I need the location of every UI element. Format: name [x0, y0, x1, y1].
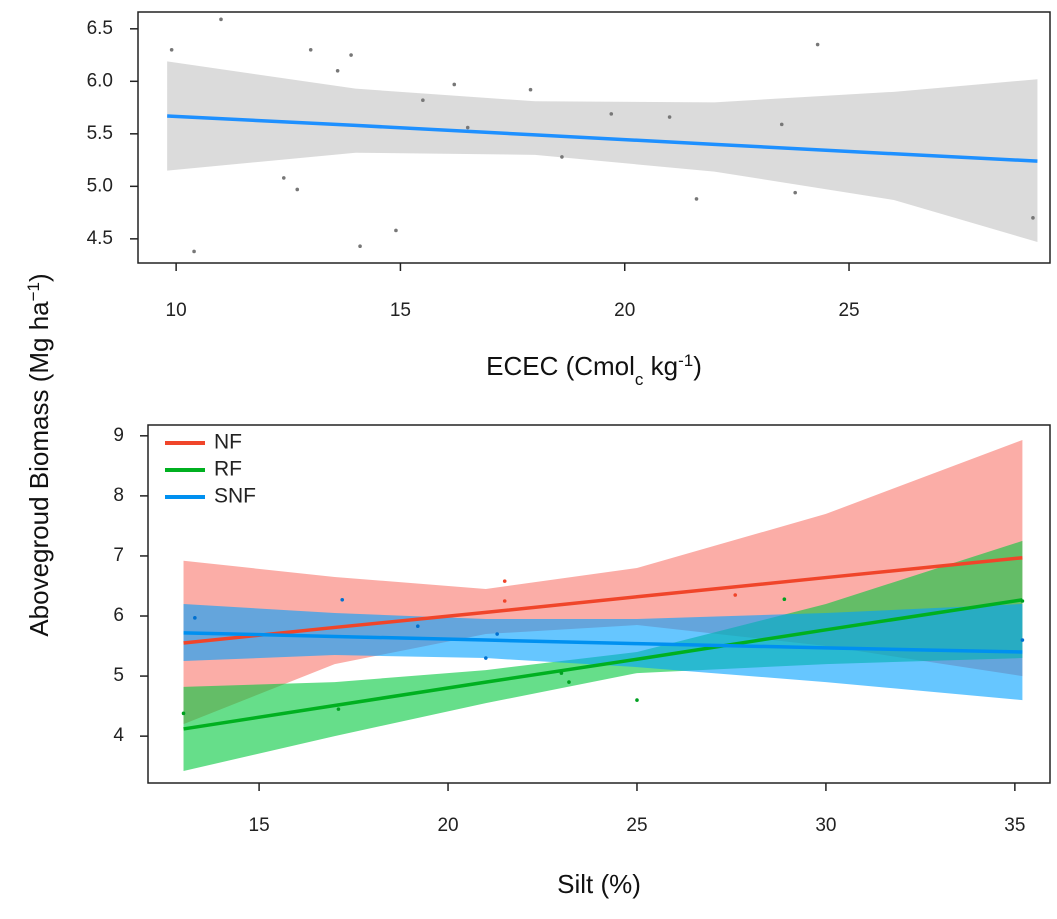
panel: 10 15 20 25 4.5 5.0 5.5 6.0 6.5	[87, 11, 1051, 321]
x-axis-label: Silt (%)	[557, 869, 641, 899]
data-point	[495, 632, 499, 636]
x-tick-label: 20	[437, 815, 458, 836]
data-point	[181, 711, 186, 716]
confidence-band	[183, 604, 1023, 701]
label-part: c	[635, 370, 644, 389]
data-point	[502, 579, 507, 583]
confidence-band	[183, 440, 1023, 725]
data-point	[394, 228, 398, 233]
y-tick-label: 6.5	[87, 18, 113, 39]
legend-label: SNF	[214, 485, 256, 508]
y-tick-label: 4.5	[87, 228, 113, 249]
label-part: Abovegroud Biomass (Mg ha	[24, 301, 54, 637]
data-point	[335, 69, 340, 73]
label-part: -1	[678, 351, 693, 370]
data-point	[358, 244, 362, 248]
data-point	[281, 176, 286, 180]
data-point	[694, 197, 699, 201]
y-tick-label: 9	[113, 425, 124, 446]
x-tick-label: 10	[166, 300, 187, 321]
confidence-band	[167, 61, 1038, 242]
x-tick-label: 25	[838, 300, 859, 321]
data-point	[465, 125, 470, 130]
data-point	[793, 190, 797, 195]
legend-label: NF	[214, 431, 242, 454]
x-tick-label: 30	[815, 815, 836, 836]
data-point	[336, 707, 341, 711]
plot-frame	[137, 11, 1051, 264]
y-axis-label: Abovegroud Biomass (Mg ha−1)	[24, 273, 55, 636]
data-point	[609, 112, 614, 116]
data-point	[1031, 216, 1035, 220]
label-part: )	[693, 351, 702, 381]
y-tick-label: 8	[113, 485, 124, 506]
confidence-band	[183, 540, 1023, 771]
y-tick-label: 5.0	[87, 175, 113, 196]
x-tick-label: 35	[1004, 815, 1025, 836]
label-part: Silt (%)	[557, 869, 641, 899]
data-point	[219, 17, 223, 22]
fit-line	[183, 598, 1023, 731]
data-point	[528, 87, 533, 92]
label-part: )	[24, 273, 54, 282]
y-tick-label: 5	[113, 665, 124, 686]
x-tick-label: 15	[390, 300, 411, 321]
plot-frame	[147, 424, 1051, 784]
data-point	[484, 656, 488, 660]
data-point	[779, 122, 784, 127]
data-point	[340, 597, 345, 602]
x-axis-label: ECEC (Cmolc kg-1)	[486, 351, 702, 389]
fit-line	[167, 114, 1038, 163]
data-point	[559, 671, 564, 675]
data-point	[635, 698, 639, 702]
y-tick-label: 6	[113, 605, 124, 626]
data-point	[308, 48, 313, 52]
fit-line	[183, 556, 1023, 645]
x-tick-label: 20	[614, 300, 635, 321]
data-point	[1020, 599, 1025, 603]
x-tick-label: 25	[626, 815, 647, 836]
data-point	[192, 249, 196, 254]
y-tick-label: 7	[113, 545, 124, 566]
data-point	[452, 82, 457, 87]
y-tick-label: 6.0	[87, 70, 113, 91]
data-point	[193, 616, 197, 620]
x-tick-label: 15	[249, 815, 270, 836]
data-point	[667, 115, 672, 119]
legend-label: RF	[214, 458, 242, 481]
data-point	[782, 597, 787, 601]
data-point	[560, 155, 564, 159]
panel: 15 20 25 30 35 4 5 6 7 8 9 NF RF SNF	[113, 424, 1051, 836]
label-part: kg	[643, 351, 678, 381]
data-point	[1020, 638, 1025, 642]
data-point	[416, 624, 420, 629]
data-point	[421, 98, 425, 103]
y-tick-label: 4	[113, 725, 124, 746]
y-tick-label: 5.5	[87, 123, 113, 144]
data-point	[349, 53, 353, 57]
data-point	[815, 42, 820, 47]
data-point	[567, 680, 571, 684]
label-part: −1	[24, 282, 43, 301]
data-point	[733, 593, 738, 597]
fit-line	[183, 631, 1023, 654]
label-part: ECEC (Cmol	[486, 351, 635, 381]
data-point	[295, 187, 300, 192]
data-point	[502, 599, 507, 603]
data-point	[169, 48, 174, 52]
